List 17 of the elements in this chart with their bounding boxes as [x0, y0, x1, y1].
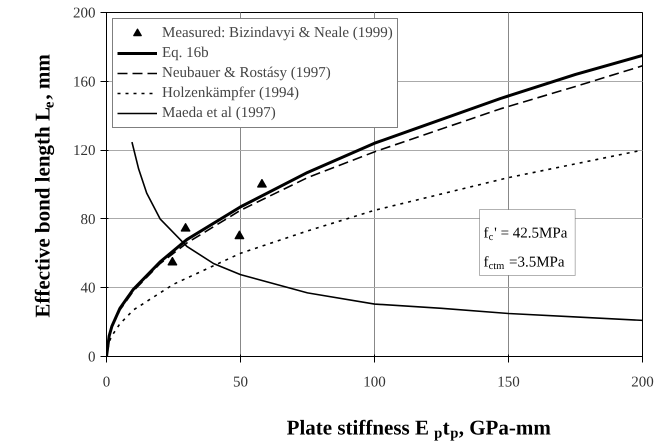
y-axis-title: Effective bond length Le, mm	[30, 54, 58, 318]
y-tick-label: 120	[73, 143, 96, 160]
y-tick-label: 160	[73, 74, 96, 90]
legend-label: Neubauer & Rostásy (1997)	[162, 64, 331, 82]
y-tick-label: 40	[80, 280, 96, 297]
x-tick-label: 150	[497, 374, 520, 390]
x-tick-label: 0	[102, 374, 110, 390]
x-tick-label: 100	[363, 374, 386, 390]
legend-label: Measured: Bizindavyi & Neale (1999)	[162, 24, 393, 42]
x-tick-label: 50	[233, 374, 248, 390]
y-tick-label: 200	[73, 6, 96, 22]
y-tick-label: 0	[88, 350, 96, 366]
x-tick-label: 200	[631, 374, 654, 390]
y-tick-label: 80	[80, 212, 96, 228]
legend-label: Maeda et al (1997)	[162, 104, 276, 122]
legend-label: Holzenkämpfer (1994)	[162, 84, 300, 102]
legend-label: Eq. 16b	[162, 44, 209, 62]
